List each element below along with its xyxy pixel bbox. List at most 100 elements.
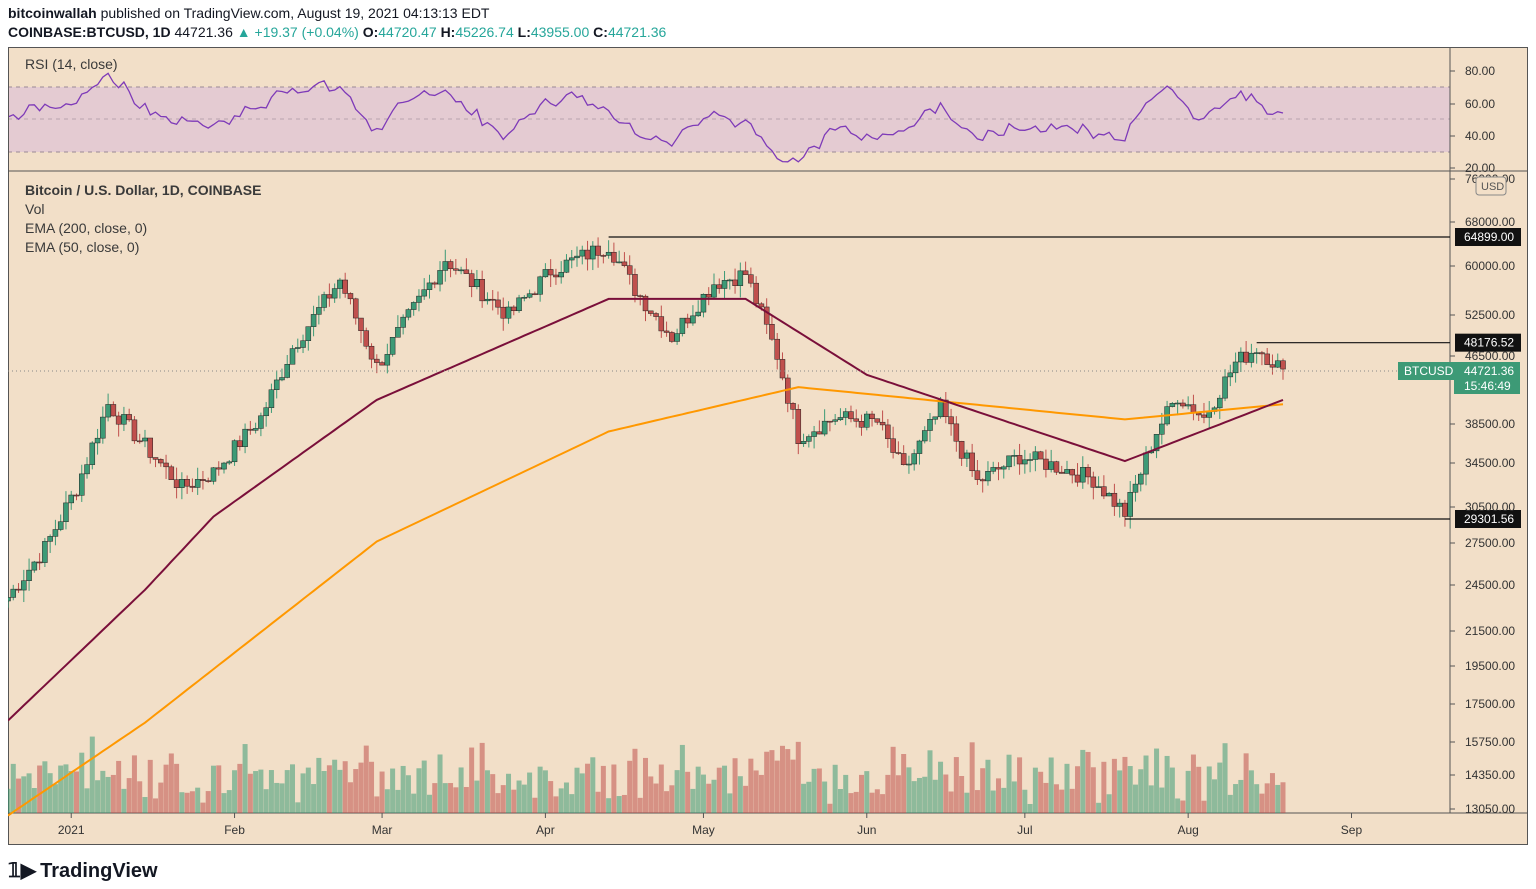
- candle-body: [553, 274, 559, 278]
- candle-body: [1116, 502, 1123, 507]
- candle-body: [1259, 352, 1265, 355]
- volume-bar: [537, 766, 543, 813]
- volume-bar: [469, 747, 475, 813]
- volume-bar: [1117, 770, 1123, 813]
- candle-body: [500, 306, 506, 319]
- volume-bar: [400, 765, 406, 813]
- candle-body: [89, 442, 96, 465]
- time-tick-label[interactable]: 2021: [58, 823, 85, 837]
- currency-badge-label: USD: [1481, 181, 1504, 193]
- candle-body: [300, 340, 306, 348]
- candle-body: [584, 249, 591, 260]
- chart-svg[interactable]: 80.00 60.00 40.00 20.00 64899.00 48176.52 293…: [8, 47, 1528, 845]
- volume-bar: [527, 772, 533, 813]
- volume-bar: [643, 757, 648, 813]
- last-price-badge-value: 44721.36: [1464, 364, 1514, 378]
- volume-bar: [390, 768, 396, 813]
- volume-bar: [458, 767, 464, 813]
- time-tick-label[interactable]: Aug: [1177, 823, 1198, 837]
- volume-bar: [1096, 802, 1102, 813]
- price-tick-label: 60000.00: [1465, 259, 1515, 273]
- candle-body: [985, 471, 991, 482]
- volume-bar: [353, 769, 359, 813]
- candle-body: [600, 255, 607, 257]
- level-badge: [1455, 228, 1521, 246]
- volume-bar: [1080, 749, 1086, 813]
- candle-body: [337, 279, 343, 289]
- price-tick-label: 21500.00: [1465, 624, 1515, 638]
- chart-background: [8, 47, 1528, 845]
- candle-body: [727, 279, 733, 282]
- volume-bar: [73, 771, 79, 813]
- time-axis-ticks[interactable]: 2021 Feb Mar Apr May Jun Jul Aug Sep: [58, 813, 1363, 837]
- open-label: O:: [362, 24, 379, 40]
- time-tick-label[interactable]: Sep: [1341, 823, 1363, 837]
- volume-bar: [695, 766, 701, 813]
- volume-bar: [1075, 766, 1081, 813]
- volume-bar: [837, 789, 843, 813]
- candle-body: [590, 245, 596, 260]
- tradingview-footer[interactable]: 𝟙▶ TradingView: [8, 858, 158, 883]
- volume-bar: [184, 792, 190, 813]
- candle-body: [943, 399, 949, 418]
- rsi-line: [8, 72, 1284, 163]
- volume-bar: [542, 770, 548, 813]
- price-tick-label: 17500.00: [1465, 697, 1515, 711]
- low-label: L:: [517, 24, 531, 40]
- volume-bar: [585, 763, 591, 813]
- chart-frame[interactable]: 80.00 60.00 40.00 20.00 64899.00 48176.52 293…: [8, 47, 1528, 845]
- legend-ema50[interactable]: EMA (50, close, 0): [25, 239, 140, 255]
- candle-body: [568, 257, 575, 261]
- candle-body: [648, 310, 654, 314]
- volume-bar: [195, 787, 201, 813]
- candle-body: [1243, 351, 1249, 363]
- volume-bar: [1154, 748, 1160, 813]
- volume-bar: [484, 770, 490, 813]
- time-tick-label[interactable]: Jul: [1017, 823, 1032, 837]
- time-tick-label[interactable]: May: [692, 823, 715, 837]
- candle-body: [758, 303, 765, 308]
- candle-body: [168, 466, 175, 480]
- volume-bar: [769, 750, 775, 813]
- volume-bar: [274, 782, 280, 813]
- rsi-legend[interactable]: RSI (14, close): [25, 56, 118, 72]
- countdown-value: 15:46:49: [1464, 379, 1511, 393]
- candle-body: [795, 409, 802, 444]
- volume-bar: [205, 791, 211, 813]
- publisher-name[interactable]: bitcoinwallah: [8, 5, 97, 21]
- volume-bar: [895, 775, 901, 813]
- volume-bar: [179, 792, 185, 813]
- volume-bar: [168, 753, 174, 813]
- candle-body: [326, 294, 333, 299]
- candle-body: [511, 306, 517, 312]
- candle-body: [900, 453, 907, 465]
- main-title[interactable]: Bitcoin / U.S. Dollar, 1D, COINBASE: [25, 182, 262, 198]
- volume-bar: [95, 780, 101, 813]
- candle-body: [384, 354, 391, 366]
- legend-ema200[interactable]: EMA (200, close, 0): [25, 220, 148, 236]
- candle-body: [806, 436, 812, 442]
- time-tick-label[interactable]: Mar: [372, 823, 393, 837]
- candle-body: [447, 261, 454, 270]
- time-tick-label[interactable]: Feb: [224, 823, 245, 837]
- candle-body: [837, 417, 844, 421]
- volume-bar: [316, 757, 322, 813]
- volume-bar: [1243, 753, 1249, 813]
- candle-body: [642, 295, 649, 312]
- currency-badge[interactable]: [1475, 176, 1507, 196]
- time-tick-label[interactable]: Jun: [857, 823, 876, 837]
- candle-body: [916, 440, 923, 454]
- volume-bar: [1259, 793, 1265, 813]
- volume-bar: [453, 787, 459, 813]
- volume-bar: [100, 770, 106, 813]
- volume-bar: [16, 778, 22, 813]
- time-tick-label[interactable]: Apr: [536, 823, 555, 837]
- candle-body: [848, 411, 854, 420]
- volume-bar: [31, 788, 37, 813]
- candle-body: [342, 279, 348, 294]
- symbol-name[interactable]: COINBASE:BTCUSD, 1D: [8, 24, 171, 40]
- volume-bar: [890, 746, 896, 813]
- candle-body: [811, 431, 817, 437]
- legend-vol[interactable]: Vol: [25, 201, 45, 217]
- candle-body: [558, 271, 564, 278]
